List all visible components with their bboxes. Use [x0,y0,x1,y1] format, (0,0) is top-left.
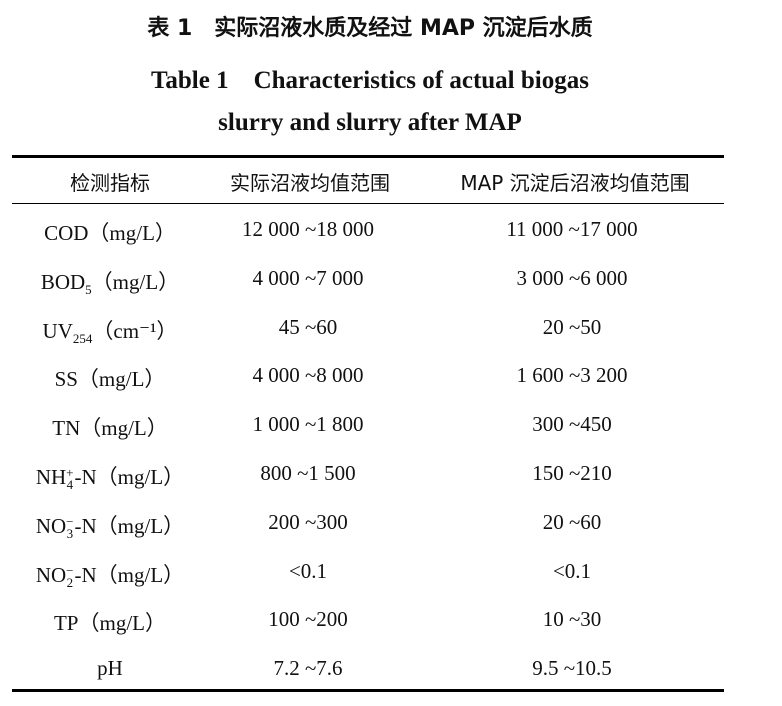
indicator-cell: COD（mg/L） [12,217,208,247]
after-map-range-cell: 20 ~60 [542,509,602,534]
indicator-base: BOD [40,269,86,294]
top-rule [12,155,724,158]
indicator-sub: 4 [66,477,74,493]
indicator-base: TP [53,611,79,636]
bottom-rule [12,689,724,692]
table-row: BOD5（mg/L） 4 000 ~7 000 3 000 ~6 000 [12,266,724,314]
indicator-sub: 254 [72,330,93,346]
indicator-unit: -N（mg/L） [74,562,185,587]
actual-range-cell: 12 000 ~18 000 [241,217,375,241]
after-map-range-cell: 9.5 ~10.5 [532,656,612,681]
after-map-range-cell: 300 ~450 [532,412,612,437]
indicator-cell: UV254（cm⁻¹） [12,315,208,347]
indicator-cell: NH +4 -N（mg/L） [12,461,208,491]
actual-range-cell: 4 000 ~8 000 [252,363,364,388]
indicator-sup: − [66,562,74,578]
table-title-zh: 表 1 实际沼液水质及经过 MAP 沉淀后水质 [147,16,593,41]
indicator-cell: NO −3 -N（mg/L） [12,510,208,540]
table-row: NO −3 -N（mg/L） 200 ~300 20 ~60 [12,510,724,558]
indicator-base: pH [97,656,123,681]
indicator-unit: -N（mg/L） [74,465,185,489]
actual-range-cell: 100 ~200 [268,607,348,632]
after-map-range-cell: 150 ~210 [532,461,612,485]
header-rule [12,203,724,204]
indicator-unit: -N（mg/L） [74,513,185,538]
table-row: UV254（cm⁻¹） 45 ~60 20 ~50 [12,315,724,363]
actual-range-cell: <0.1 [288,558,328,583]
indicator-sup: − [66,513,74,529]
table-row: SS（mg/L） 4 000 ~8 000 1 600 ~3 200 [12,363,724,411]
actual-range-cell: 4 000 ~7 000 [252,265,364,290]
indicator-cell: BOD5（mg/L） [12,266,208,298]
table-title-en-line2: slurry and slurry after MAP [218,109,522,136]
indicator-sub: 3 [66,525,74,541]
indicator-cell: TN（mg/L） [12,412,208,442]
indicator-base: TN [52,416,81,441]
table-row: NH +4 -N（mg/L） 800 ~1 500 150 ~210 [12,461,724,509]
indicator-sub: 5 [85,281,92,297]
table-title-en-line1: Table 1 Characteristics of actual biogas [151,67,589,94]
actual-range-cell: 45 ~60 [278,314,338,339]
indicator-cell: TP（mg/L） [12,607,208,637]
table-row: pH 7.2 ~7.6 9.5 ~10.5 [12,656,724,704]
actual-range-cell: 200 ~300 [268,509,348,534]
indicator-base: COD [44,221,89,245]
indicator-sup: + [66,465,74,481]
indicator-unit: （mg/L） [91,269,180,294]
header-actual-range: 实际沼液均值范围 [230,171,390,195]
after-map-range-cell: 3 000 ~6 000 [516,265,628,290]
after-map-range-cell: 20 ~50 [542,314,602,339]
indicator-cell: NO −2 -N（mg/L） [12,559,208,589]
after-map-range-cell: 10 ~30 [542,607,602,632]
indicator-base: SS [54,367,78,392]
after-map-range-cell: 11 000 ~17 000 [506,217,638,241]
after-map-range-cell: 1 600 ~3 200 [516,363,628,388]
table-row: TN（mg/L） 1 000 ~1 800 300 ~450 [12,412,724,460]
actual-range-cell: 7.2 ~7.6 [273,656,343,681]
indicator-unit: （mg/L） [78,611,167,636]
indicator-base: UV [42,318,73,343]
actual-range-cell: 800 ~1 500 [260,461,356,485]
indicator-base: NO [35,562,67,587]
indicator-sub: 2 [66,574,74,590]
indicator-base: NO [35,513,67,538]
indicator-unit: （mg/L） [77,367,166,392]
indicator-cell: pH [12,656,208,681]
actual-range-cell: 1 000 ~1 800 [252,412,364,437]
header-after-map-range: MAP 沉淀后沼液均值范围 [460,171,690,195]
table-row: NO −2 -N（mg/L） <0.1 <0.1 [12,559,724,607]
indicator-unit: （cm⁻¹） [92,318,178,343]
indicator-base: NH [35,465,67,489]
header-indicator: 检测指标 [70,171,150,195]
table-row: TP（mg/L） 100 ~200 10 ~30 [12,607,724,655]
table-row: COD（mg/L） 12 000 ~18 000 11 000 ~17 000 [12,217,724,265]
indicator-cell: SS（mg/L） [12,363,208,393]
after-map-range-cell: <0.1 [552,558,592,583]
indicator-unit: （mg/L） [80,416,168,441]
indicator-unit: （mg/L） [88,221,176,245]
